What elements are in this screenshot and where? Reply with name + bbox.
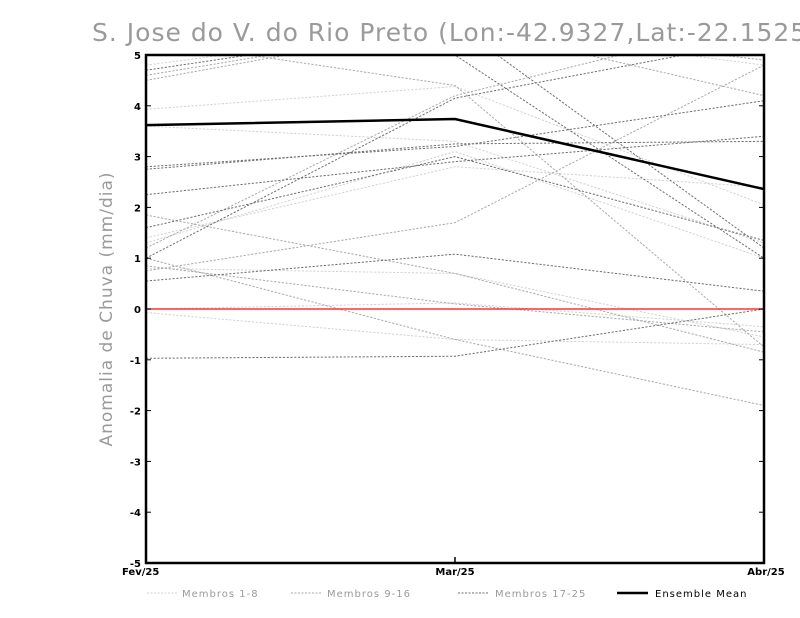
member-line-19: [146, 135, 764, 196]
y-tick-label: 1: [134, 254, 141, 265]
member-line-9: [146, 55, 764, 97]
member-line-1: [146, 85, 764, 206]
member-line-2: [146, 125, 764, 244]
y-tick-label: 3: [134, 153, 141, 164]
member-line-11: [146, 64, 764, 272]
legend-label-membros-17-25: Membros 17-25: [495, 589, 586, 600]
member-line-8: [146, 267, 764, 338]
member-line-12: [146, 55, 622, 249]
member-line-6: [146, 302, 764, 328]
member-line-20: [146, 156, 764, 241]
member-line-23: [146, 55, 687, 259]
x-tick-label: Fev/25: [122, 567, 159, 578]
member-line-10: [146, 214, 764, 353]
legend-label-membros-1-8: Membros 1-8: [182, 589, 259, 600]
member-line-24: [448, 55, 764, 259]
member-line-4: [146, 312, 764, 346]
legend-label-ensemble-mean: Ensemble Mean: [655, 589, 747, 600]
y-tick-label: -3: [130, 457, 141, 468]
y-tick-label: -4: [130, 508, 141, 519]
legend-label-membros-9-16: Membros 9-16: [327, 589, 411, 600]
member-line-3: [146, 166, 764, 239]
member-line-18: [146, 140, 764, 170]
y-tick-label: 5: [134, 51, 141, 62]
member-line-21: [146, 253, 764, 292]
ensemble-mean-line: [146, 117, 764, 191]
y-axis-label: Anomalia de Chuva (mm/dia): [97, 171, 117, 446]
member-line-14: [146, 257, 764, 407]
member-line-15: [146, 265, 764, 333]
member-line-17: [146, 100, 764, 168]
x-axis-ticks: Fev/25 Mar/25 Abr/25: [122, 557, 785, 578]
y-tick-label: -2: [130, 407, 141, 418]
x-tick-label: Abr/25: [747, 567, 784, 578]
legend: Membros 1-8 Membros 9-16 Membros 17-25 E…: [147, 589, 747, 600]
member-line-7: [146, 150, 764, 259]
y-tick-label: 0: [134, 305, 141, 316]
x-tick-label: Mar/25: [435, 567, 474, 578]
series-layer: [146, 55, 764, 407]
chart-title: S. Jose do V. do Rio Preto (Lon:-42.9327…: [92, 18, 800, 47]
member-line-16: [245, 55, 764, 348]
y-axis-ticks: -5 -4 -3 -2 -1 0 1 2 3 4 5: [130, 51, 764, 570]
member-line-22: [146, 308, 764, 359]
y-tick-label: -1: [130, 356, 141, 367]
member-line-13: [146, 55, 764, 76]
y-tick-label: -5: [130, 559, 141, 570]
member-line-25: [146, 55, 764, 249]
y-tick-label: 2: [134, 203, 141, 214]
y-tick-label: 4: [134, 102, 141, 113]
